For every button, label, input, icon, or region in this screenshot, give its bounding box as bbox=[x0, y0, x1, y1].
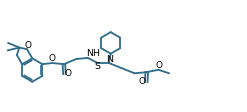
Text: NH: NH bbox=[86, 49, 100, 58]
Text: O: O bbox=[139, 77, 146, 86]
Text: N: N bbox=[106, 55, 114, 64]
Text: O: O bbox=[49, 54, 56, 63]
Text: O: O bbox=[65, 69, 72, 78]
Text: O: O bbox=[25, 41, 32, 50]
Text: O: O bbox=[155, 61, 162, 70]
Text: S: S bbox=[95, 62, 101, 71]
